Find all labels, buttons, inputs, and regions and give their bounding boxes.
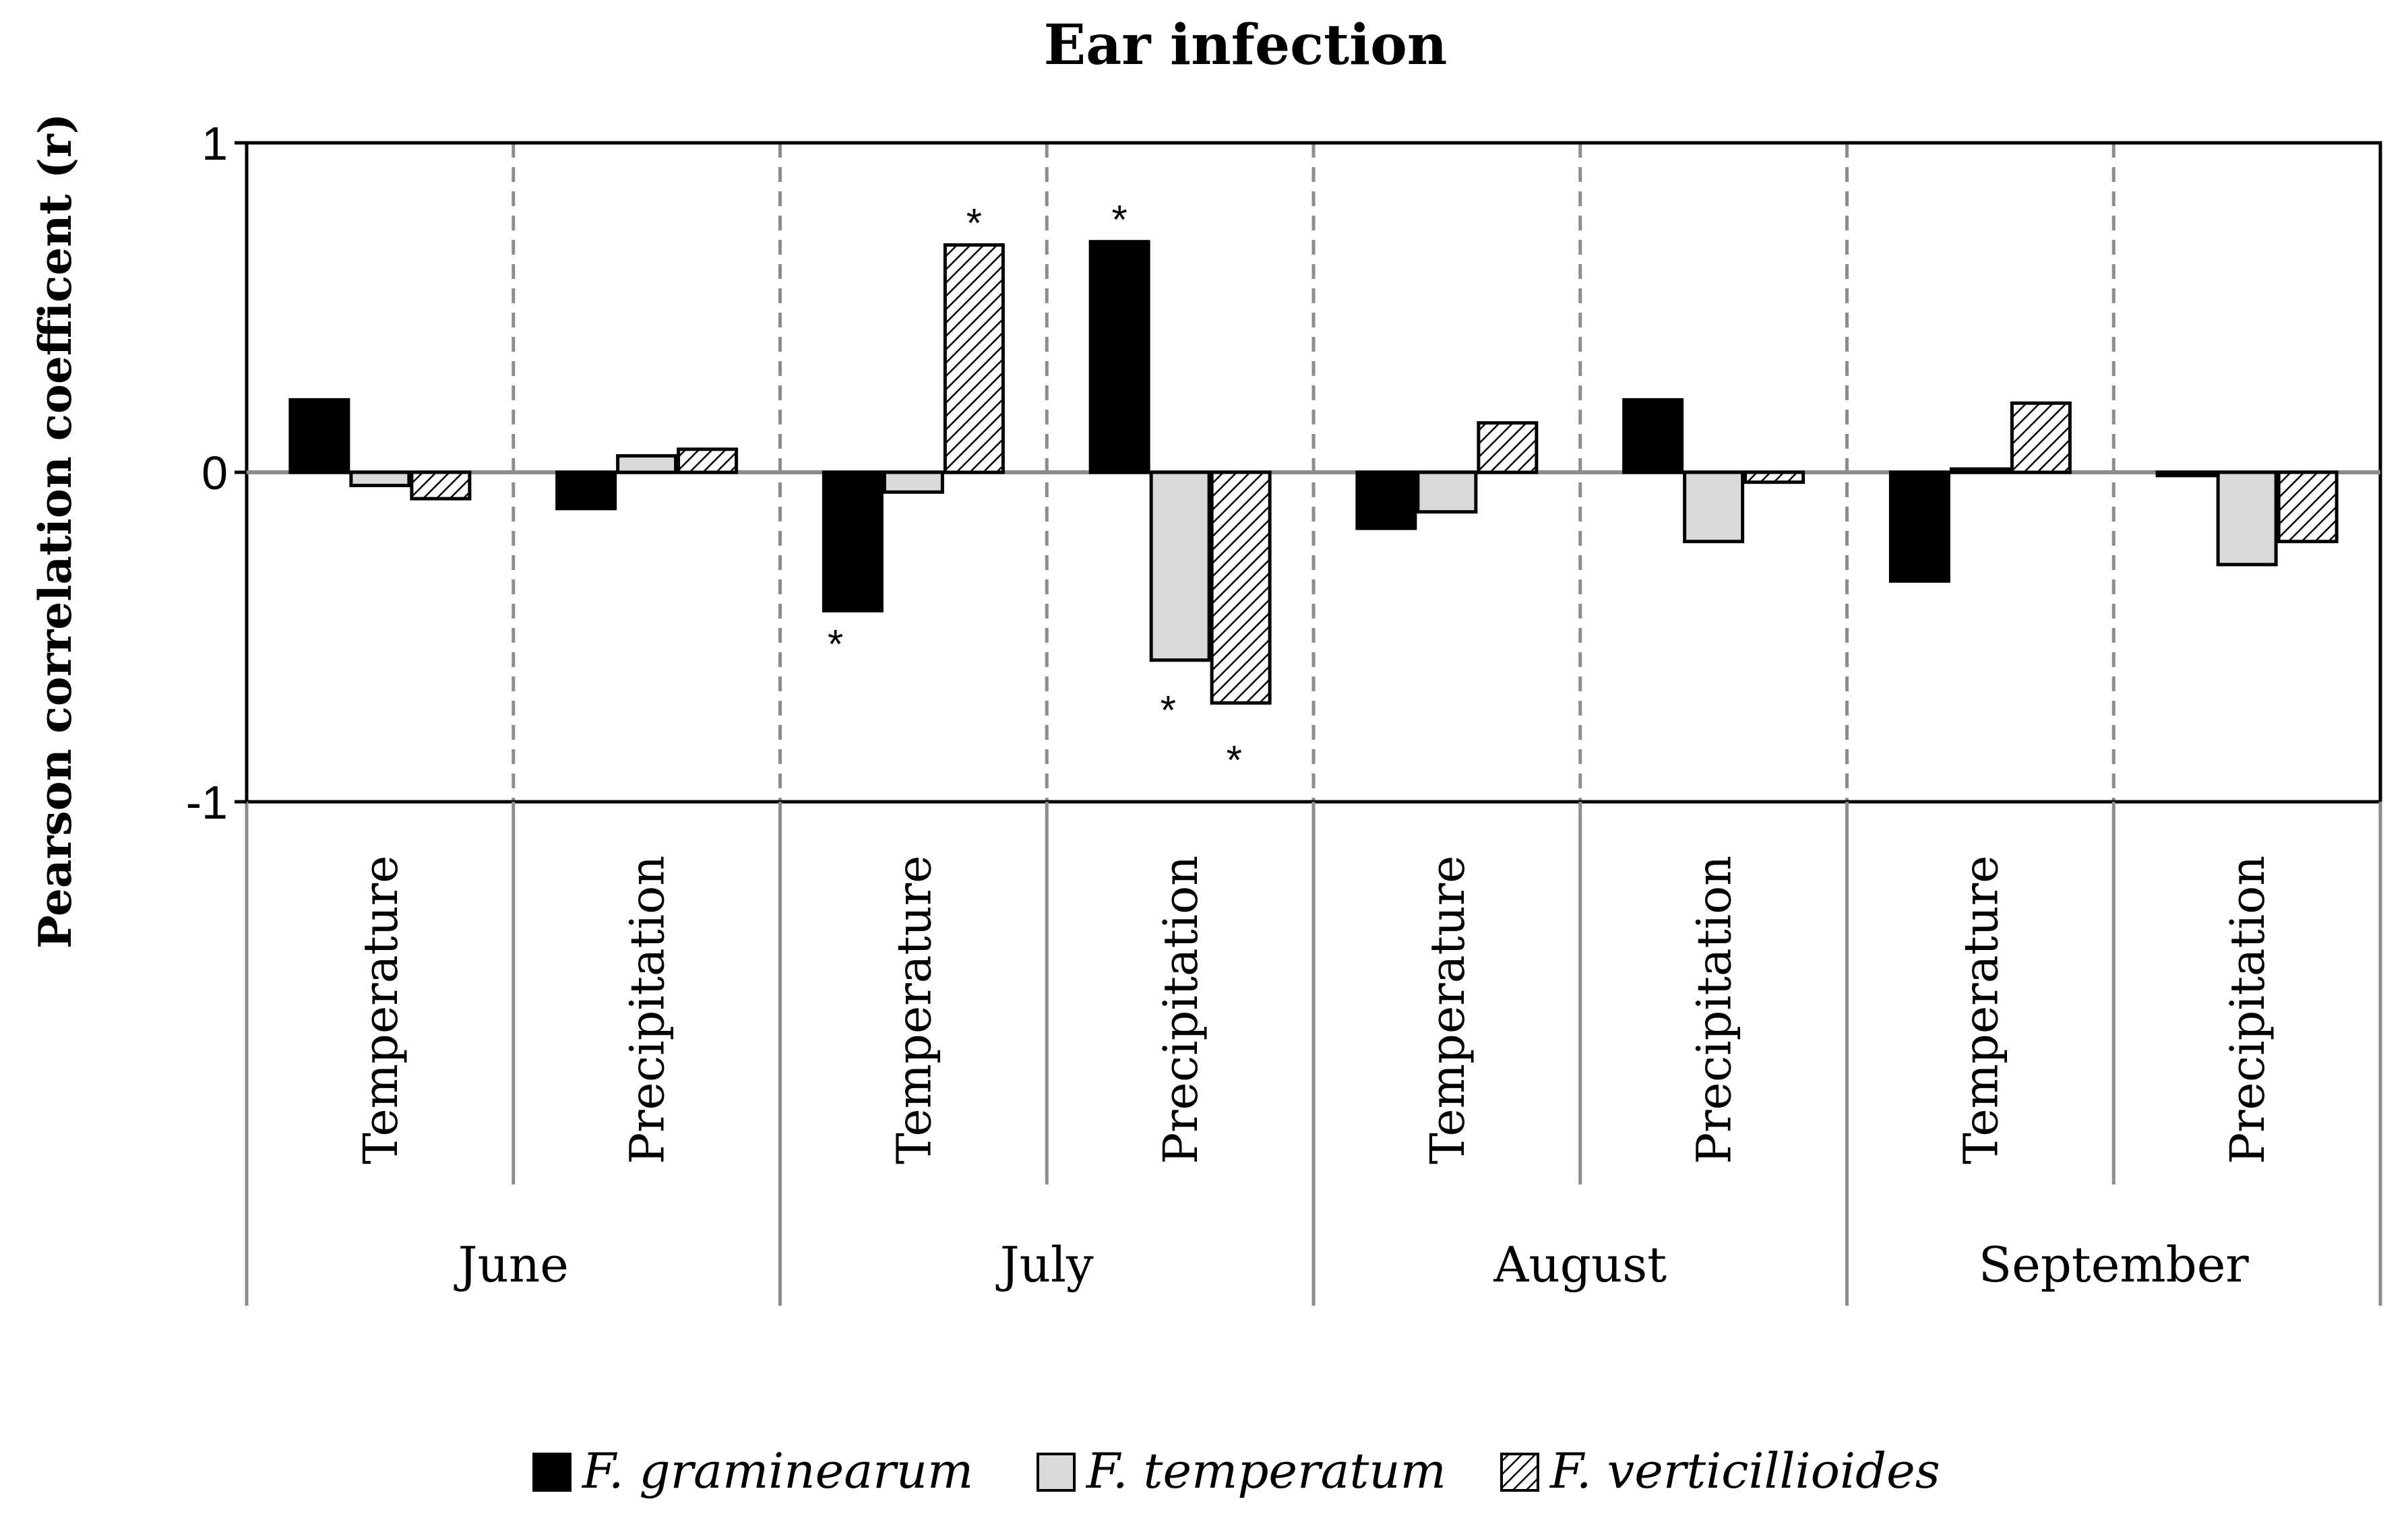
category-label: Temperature bbox=[886, 855, 941, 1164]
significance-marker: * bbox=[1111, 197, 1127, 243]
significance-markers: * * * * * bbox=[828, 197, 1242, 783]
bar bbox=[677, 447, 739, 474]
category-label: Temperature bbox=[1420, 855, 1475, 1164]
category-label: Temperature bbox=[1953, 855, 2008, 1164]
legend-swatch bbox=[1500, 1453, 1539, 1492]
bar bbox=[943, 243, 1005, 474]
y-axis-label: Pearson correlation coefficent (r) bbox=[29, 113, 82, 949]
x-axis: Temperature Precipitation Temperature Preci… bbox=[245, 802, 2382, 1306]
bar bbox=[882, 470, 944, 494]
bar bbox=[2277, 470, 2339, 544]
bar bbox=[349, 470, 411, 488]
category-label: Precipitation bbox=[1153, 856, 1208, 1164]
group-label: September bbox=[1979, 1236, 2250, 1293]
legend-label: F. temperatum bbox=[1085, 1443, 1446, 1499]
significance-marker: * bbox=[966, 201, 982, 246]
bar bbox=[2155, 470, 2217, 478]
significance-marker: * bbox=[828, 621, 843, 666]
y-tick-label: 0 bbox=[202, 447, 228, 499]
bar bbox=[1622, 398, 1684, 474]
bar bbox=[1088, 240, 1150, 474]
y-tick-label: -1 bbox=[186, 776, 228, 829]
bar bbox=[1355, 470, 1417, 530]
group-label: June bbox=[454, 1236, 569, 1293]
bar bbox=[1210, 470, 1272, 705]
bar bbox=[1888, 470, 1950, 583]
y-tick-label: 1 bbox=[202, 117, 228, 170]
category-label: Precipitation bbox=[620, 856, 675, 1164]
bar bbox=[1477, 421, 1539, 474]
legend-swatch bbox=[1037, 1453, 1076, 1492]
bar bbox=[1416, 470, 1478, 514]
chart-title: Ear infection bbox=[1044, 13, 1448, 77]
bars bbox=[288, 240, 2339, 705]
bar bbox=[1949, 467, 2011, 474]
legend-label: F. verticillioides bbox=[1549, 1443, 1940, 1499]
bar bbox=[1149, 470, 1211, 662]
bar bbox=[555, 470, 617, 511]
bar bbox=[2010, 401, 2072, 474]
group-label: August bbox=[1493, 1236, 1667, 1293]
category-label: Precipitation bbox=[2220, 856, 2275, 1164]
legend-swatch bbox=[532, 1453, 572, 1492]
y-axis: 1 0 -1 bbox=[186, 117, 247, 829]
bar bbox=[822, 470, 884, 612]
category-label: Precipitation bbox=[1687, 856, 1742, 1164]
bar bbox=[616, 454, 678, 474]
bar bbox=[1683, 470, 1745, 544]
significance-marker: * bbox=[1161, 688, 1176, 733]
group-label: July bbox=[995, 1236, 1094, 1293]
significance-marker: * bbox=[1227, 737, 1242, 782]
bar bbox=[2216, 470, 2278, 567]
legend-label: F. graminearum bbox=[581, 1443, 973, 1499]
bar bbox=[288, 398, 350, 474]
bar bbox=[410, 470, 472, 501]
bar bbox=[1743, 470, 1805, 484]
category-label: Temperature bbox=[353, 855, 408, 1164]
legend: F. graminearum F. temperatum F. verticilli… bbox=[532, 1443, 1940, 1499]
